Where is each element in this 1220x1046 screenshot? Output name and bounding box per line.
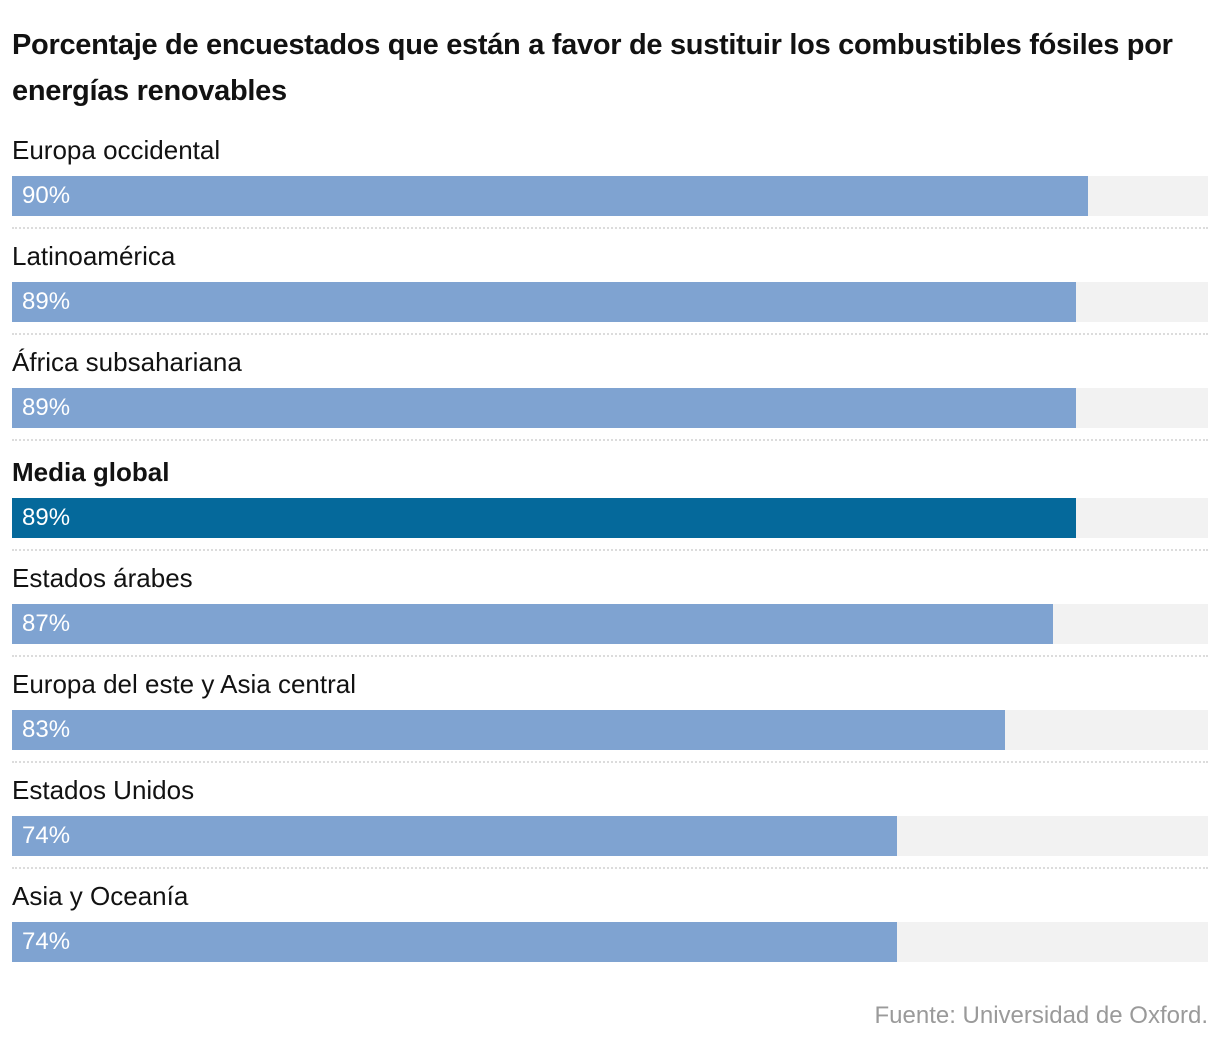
category-label: Europa occidental [12, 135, 221, 165]
row-separator [12, 227, 1208, 229]
row-separator [12, 549, 1208, 551]
bar-track: 89% [12, 498, 1208, 538]
value-label: 90% [22, 182, 71, 209]
value-label: 83% [22, 716, 71, 743]
category-label: Media global [12, 457, 170, 487]
category-label: Asia y Oceanía [12, 881, 189, 911]
bar: 74% [12, 816, 897, 856]
bar: 90% [12, 176, 1088, 216]
source-note: Fuente: Universidad de Oxford. [874, 1002, 1208, 1029]
bar-row: Europa del este y Asia central 83% [12, 669, 1208, 769]
category-label: Estados árabes [12, 563, 193, 593]
bar-track: 83% [12, 710, 1208, 750]
bar-track: 87% [12, 604, 1208, 644]
bar: 87% [12, 604, 1053, 644]
bar: 89% [12, 498, 1076, 538]
row-separator [12, 761, 1208, 763]
row-separator [12, 333, 1208, 335]
bar-track: 74% [12, 816, 1208, 856]
bar-track: 89% [12, 282, 1208, 322]
row-separator [12, 439, 1208, 441]
bar-track: 74% [12, 922, 1208, 962]
chart-title: Porcentaje de encuestados que están a fa… [12, 29, 1173, 107]
value-label: 87% [22, 610, 71, 637]
bar-track: 90% [12, 176, 1208, 216]
bar: 74% [12, 922, 897, 962]
bar-row: Europa occidental 90% [12, 135, 1208, 235]
value-label: 89% [22, 394, 71, 421]
bar-row: Estados árabes 87% [12, 563, 1208, 663]
bar-row: Estados Unidos 74% [12, 775, 1208, 875]
bar-row: Media global 89% [12, 457, 1208, 557]
row-separator [12, 867, 1208, 869]
bar: 89% [12, 282, 1076, 322]
value-label: 74% [22, 928, 71, 955]
row-separator [12, 655, 1208, 657]
bar: 89% [12, 388, 1076, 428]
bar: 83% [12, 710, 1005, 750]
category-label: África subsahariana [12, 347, 242, 377]
value-label: 89% [22, 504, 71, 531]
bar-row: Latinoamérica 89% [12, 241, 1208, 341]
category-label: Europa del este y Asia central [12, 669, 356, 699]
bar-row: África subsahariana 89% [12, 347, 1208, 447]
category-label: Latinoamérica [12, 241, 176, 271]
value-label: 74% [22, 822, 71, 849]
value-label: 89% [22, 288, 71, 315]
category-label: Estados Unidos [12, 775, 195, 805]
bar-row: Asia y Oceanía 74% [12, 881, 1208, 981]
bar-track: 89% [12, 388, 1208, 428]
